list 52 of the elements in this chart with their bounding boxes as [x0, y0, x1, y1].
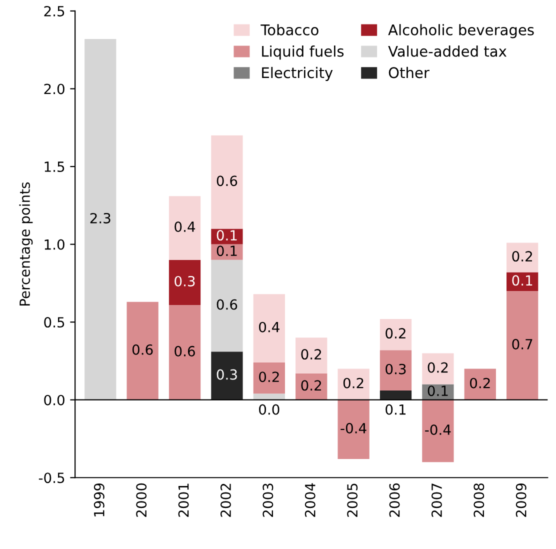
x-tick-label: 2009 — [516, 483, 526, 517]
data-label: 0.4 — [259, 322, 280, 332]
data-label: 0.6 — [132, 344, 153, 355]
data-label: -0.4 — [425, 424, 451, 435]
y-tick-label: 2.0 — [44, 84, 64, 94]
data-label: 0.2 — [470, 378, 490, 388]
data-label: 0.2 — [301, 349, 322, 360]
y-tick-label: 1.0 — [44, 239, 64, 250]
legend-label: Electricity — [262, 66, 333, 82]
data-label: 0.2 — [428, 362, 448, 373]
x-tick-label: 2005 — [347, 484, 358, 517]
y-axis-title: Percentage points — [19, 182, 33, 306]
data-label: 0.7 — [512, 338, 532, 350]
data-label: 0.1 — [512, 275, 532, 286]
x-tick-label: 2007 — [431, 484, 442, 517]
data-label: 0.2 — [301, 380, 322, 391]
y-tick-label: 0.0 — [44, 394, 64, 406]
legend-label: Alcoholic beverages — [388, 24, 534, 38]
y-tick-label: 1.5 — [44, 162, 64, 172]
y-tick-label: 0.5 — [44, 317, 64, 328]
data-label: 0.4 — [174, 221, 196, 232]
data-label: 0.6 — [216, 299, 238, 310]
data-label: 0.2 — [386, 328, 406, 339]
x-tick-label: 2003 — [262, 484, 274, 517]
data-label: -0.4 — [340, 422, 366, 434]
data-label: 0.2 — [512, 251, 532, 262]
y-tick-label: -0.5 — [38, 472, 64, 484]
x-tick-label: 1999 — [94, 483, 104, 516]
data-label: 0.6 — [216, 176, 238, 186]
data-label: 0.2 — [259, 372, 279, 382]
legend-label: Other — [388, 66, 430, 78]
legend-label: Liquid fuels — [262, 46, 344, 60]
x-tick-label: 2004 — [304, 483, 316, 517]
data-label: 0.3 — [216, 369, 237, 380]
data-label: 0.1 — [216, 246, 237, 256]
data-label: 0.1 — [386, 404, 406, 415]
x-tick-label: 2000 — [136, 483, 147, 517]
x-tick-label: 2001 — [178, 484, 189, 517]
y-tick-label: 2.5 — [44, 6, 64, 16]
legend-label: Tobacco — [260, 24, 318, 36]
data-label: 0.2 — [343, 378, 364, 388]
data-label: 0.6 — [174, 346, 195, 356]
data-label: 0.3 — [174, 276, 195, 286]
x-tick-label: 2008 — [474, 483, 484, 517]
x-tick-label: 2002 — [220, 484, 231, 517]
data-label: 0.3 — [386, 364, 406, 374]
data-label: 0.0 — [259, 404, 280, 415]
data-label: 0.1 — [216, 230, 237, 241]
legend-label: Value-added tax — [388, 46, 506, 57]
data-label: 0.1 — [428, 386, 448, 396]
x-tick-label: 2006 — [389, 483, 400, 517]
data-label: 2.3 — [90, 212, 110, 224]
